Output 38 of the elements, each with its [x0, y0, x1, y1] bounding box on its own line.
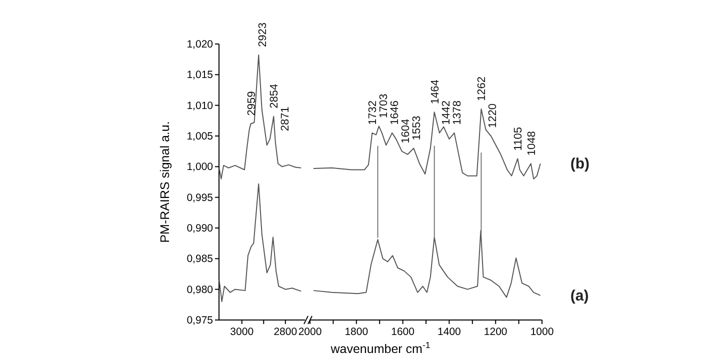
annotation: 1378	[451, 100, 464, 125]
y-tick-label: 0,980	[186, 284, 214, 296]
annotation: 1442	[440, 100, 452, 125]
y-axis-title: PM-RAIRS signal a.u.	[158, 121, 172, 243]
x-tick-label: 2800	[274, 326, 298, 338]
y-tick-label: 1,000	[186, 161, 214, 174]
annotation: 1553	[411, 116, 424, 140]
annotation: 1732	[367, 100, 380, 125]
x-tick-label: 1800	[344, 326, 368, 338]
x-tick-label: 3000	[230, 326, 254, 338]
annotation: 1646	[389, 100, 402, 125]
annotation: 1464	[429, 80, 442, 104]
x-tick-label: 1200	[484, 326, 508, 338]
annotation: 1220	[487, 104, 500, 128]
y-tick-label: 0,975	[186, 314, 214, 326]
y-tick-label: 0,985	[186, 253, 214, 266]
annotation: 2959	[246, 91, 258, 116]
x-axis-title: wavenumber cm$^{-1}$	[330, 340, 430, 356]
y-tick-label: 1,010	[186, 100, 214, 112]
y-tick-label: 0,990	[186, 222, 214, 234]
annotation: 2854	[268, 84, 281, 108]
annotation: 2871	[280, 106, 292, 132]
annotation: 1048	[526, 131, 538, 156]
x-tick-label: 1000	[530, 326, 554, 338]
annotation: 1703	[378, 94, 390, 118]
annotation: 1262	[476, 76, 488, 102]
y-tick-label: 1,005	[186, 130, 214, 142]
annotation: 1604	[400, 118, 412, 144]
text: (b)	[570, 156, 590, 173]
annotation: 2923	[256, 22, 269, 48]
annotation: 1105	[512, 127, 525, 151]
text: (a)	[570, 287, 589, 304]
y-tick-label: 1,015	[186, 69, 214, 82]
x-tick-label: 1400	[438, 326, 462, 338]
x-tick-label: 2000	[298, 326, 322, 338]
x-tick-label: 1600	[391, 326, 415, 338]
y-tick-label: 0,995	[186, 192, 214, 204]
y-tick-label: 1,020	[186, 38, 214, 50]
